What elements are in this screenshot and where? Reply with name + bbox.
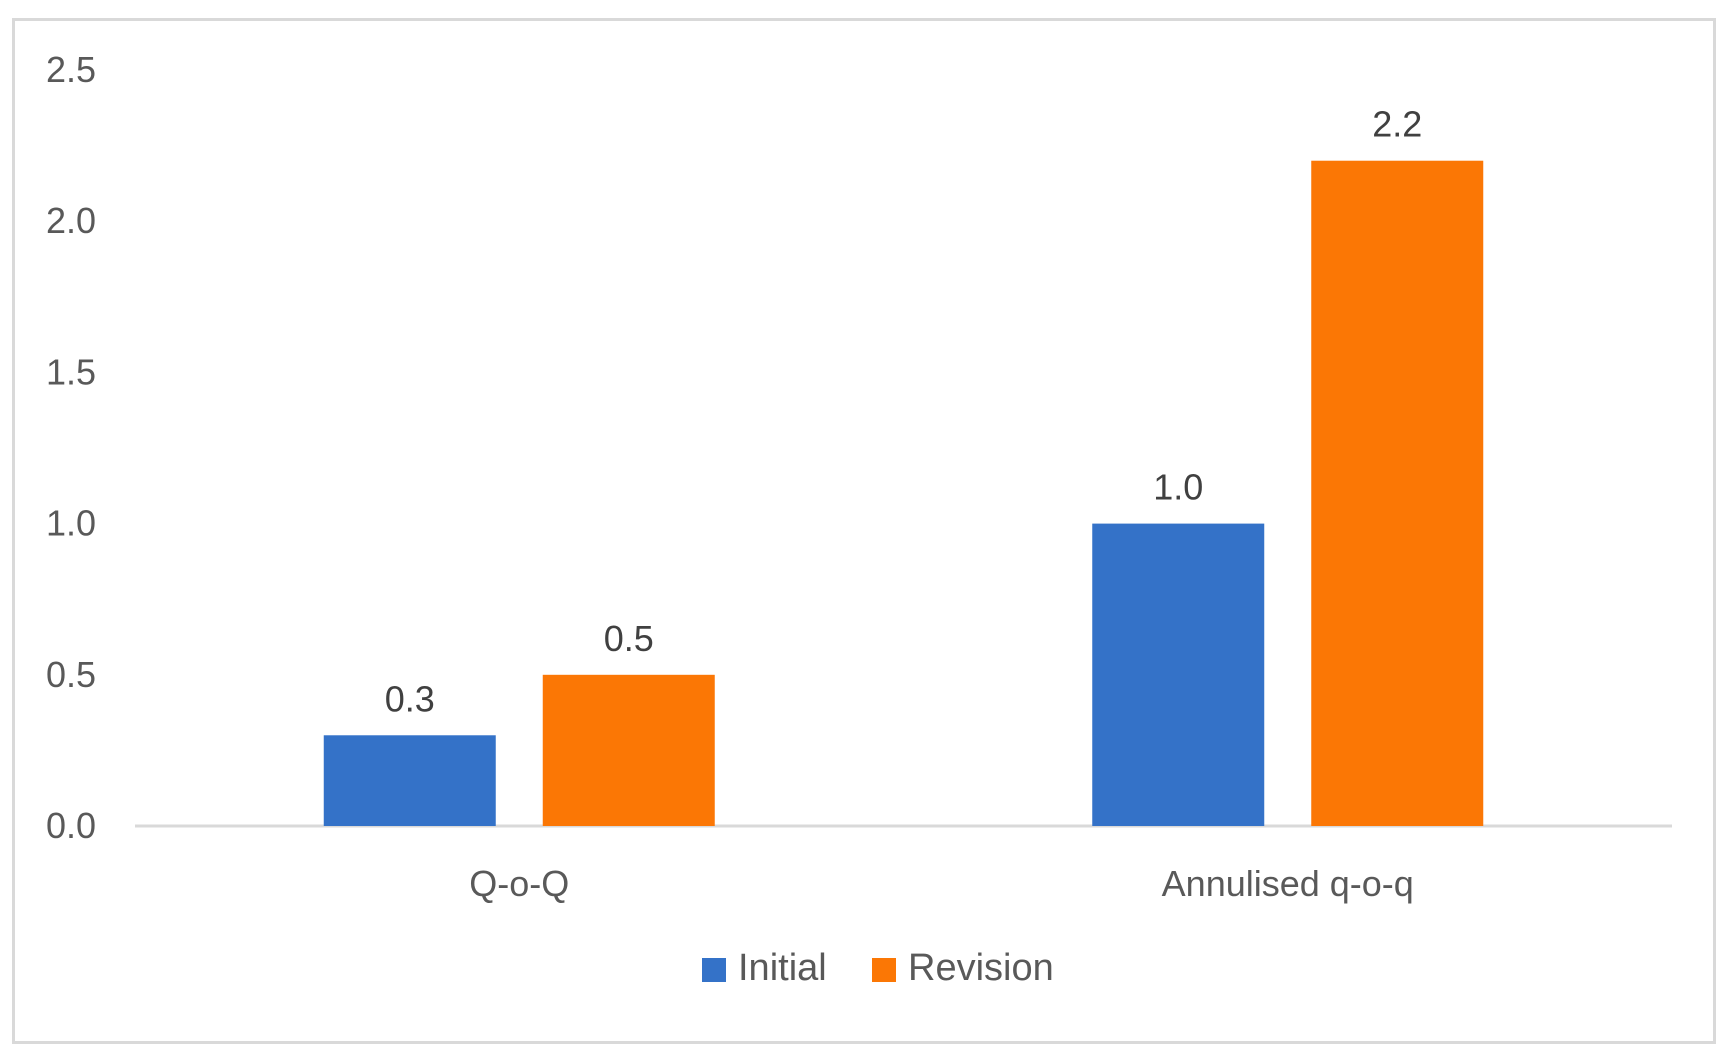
bar-initial-1: [1092, 523, 1265, 826]
data-label: 1.0: [1153, 467, 1203, 508]
category-labels: Q-o-Q Annulised q-o-q: [469, 863, 1414, 904]
bar-revision-1: [1311, 160, 1484, 827]
y-tick-label: 2.5: [46, 49, 96, 90]
y-tick-label: 0.5: [46, 654, 96, 695]
data-labels: 0.3 0.5 1.0 2.2: [385, 104, 1423, 720]
bar-revision-0: [542, 674, 715, 826]
bars: [323, 160, 1484, 827]
data-label: 0.3: [385, 678, 435, 719]
legend-label-initial: Initial: [738, 947, 827, 989]
y-tick-label: 1.5: [46, 351, 96, 392]
data-label: 2.2: [1372, 104, 1422, 145]
y-tick-label: 1.0: [46, 503, 96, 544]
bar-initial-0: [323, 735, 496, 826]
data-label: 0.5: [604, 618, 654, 659]
legend-swatch-revision: [872, 958, 896, 982]
category-label: Annulised q-o-q: [1162, 863, 1414, 904]
y-tick-label: 2.0: [46, 200, 96, 241]
legend: Initial Revision: [702, 947, 1054, 989]
legend-swatch-initial: [702, 958, 726, 982]
y-tick-label: 0.0: [46, 805, 96, 846]
legend-label-revision: Revision: [908, 947, 1054, 989]
y-axis-ticks: 0.0 0.5 1.0 1.5 2.0 2.5: [46, 49, 96, 846]
category-label: Q-o-Q: [469, 863, 569, 904]
